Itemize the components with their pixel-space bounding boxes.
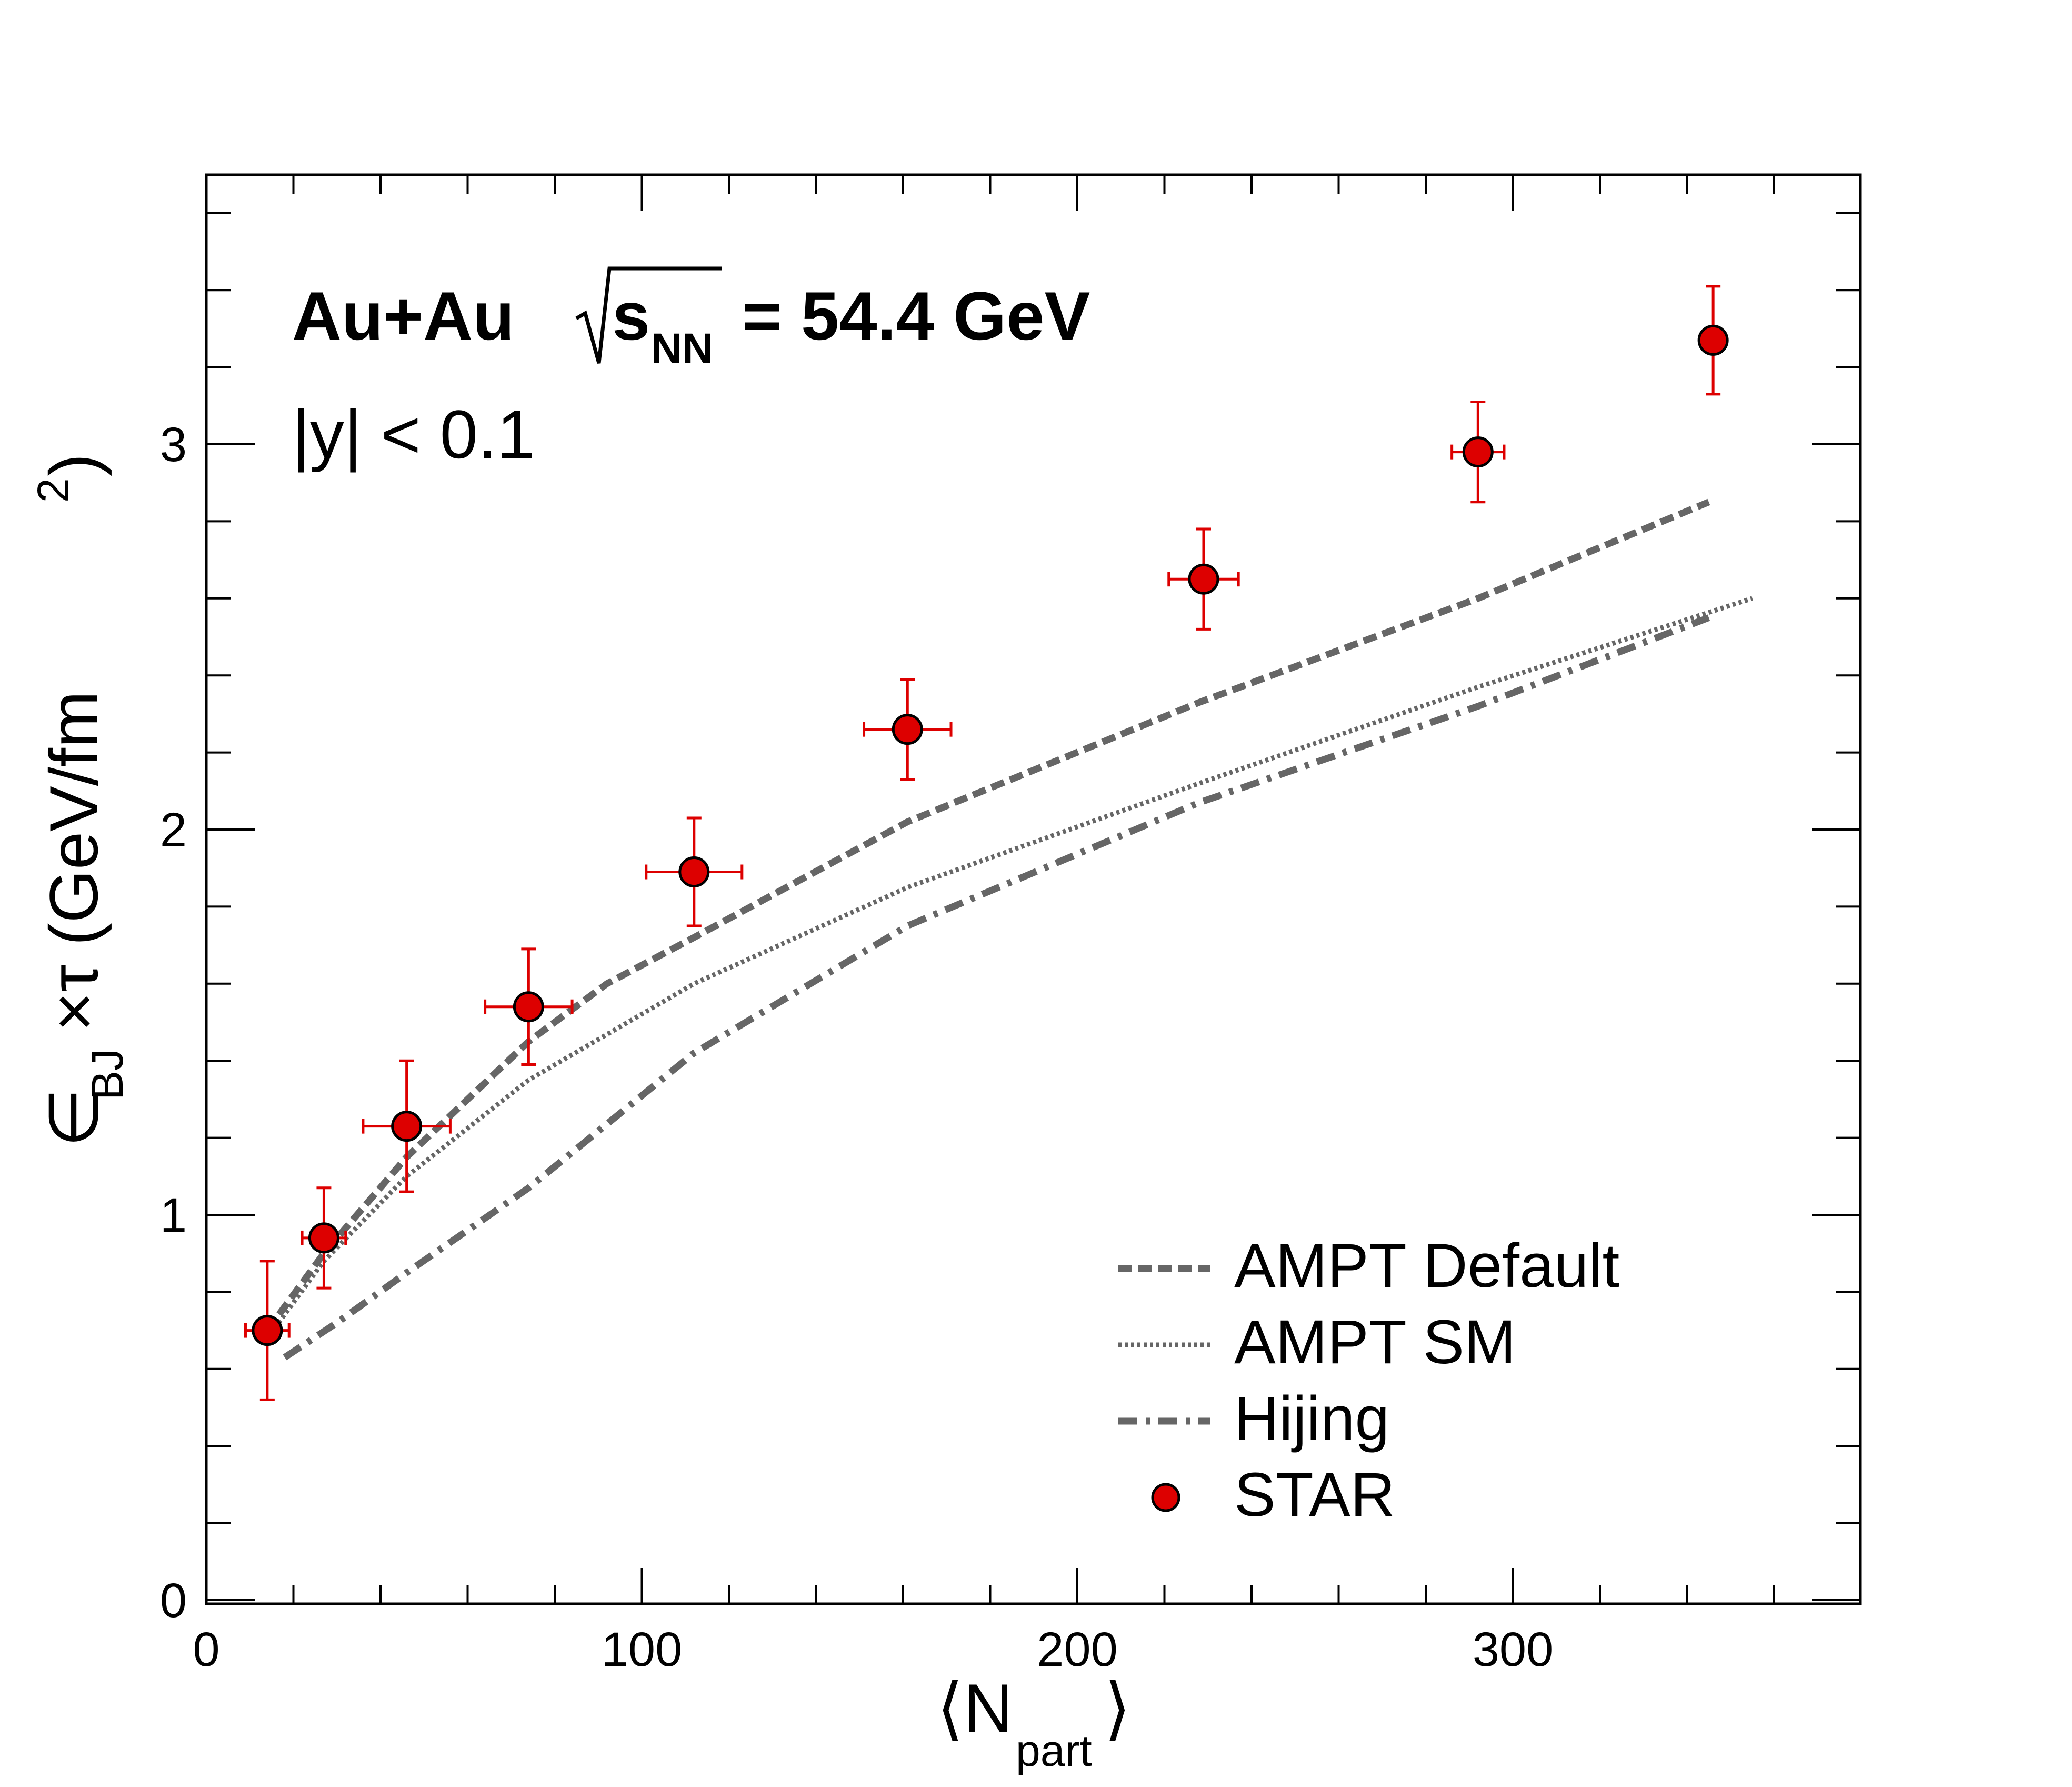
star-point bbox=[678, 856, 710, 888]
annotation-s: s bbox=[612, 277, 650, 354]
x-tick-label: 200 bbox=[1037, 1623, 1118, 1676]
star-point bbox=[308, 1222, 339, 1254]
tick-labels: 0 100 200 300 0 1 2 3 bbox=[160, 418, 1553, 1676]
y-axis-title: ∈ BJ ×τ (GeV/fm 2 ) bbox=[28, 454, 132, 1147]
star-points bbox=[244, 285, 1729, 1401]
star-point bbox=[1697, 324, 1729, 356]
y-tick-label: 2 bbox=[160, 803, 187, 857]
sqrt-sign bbox=[575, 266, 722, 364]
legend: AMPT Default AMPT SM Hijing STAR bbox=[1118, 1231, 1619, 1530]
x-axis-title-main: ⟨N bbox=[937, 1670, 1013, 1746]
x-tick-label: 300 bbox=[1473, 1623, 1554, 1676]
star-point bbox=[1188, 563, 1219, 595]
x-axis-title-close: ⟩ bbox=[1104, 1670, 1131, 1746]
star-point bbox=[391, 1111, 423, 1142]
axis-ticks bbox=[205, 175, 1860, 1604]
y-tick-label: 0 bbox=[160, 1574, 187, 1628]
y-axis-title-main: ∈ bbox=[35, 1088, 112, 1147]
y-tick-label: 1 bbox=[160, 1189, 187, 1242]
legend-label-ampt-default: AMPT Default bbox=[1234, 1231, 1619, 1301]
x-tick-label: 100 bbox=[602, 1623, 683, 1676]
x-axis-title-sub: part bbox=[1016, 1726, 1092, 1775]
annotation-energy: = 54.4 GeV bbox=[742, 277, 1090, 354]
y-axis-title-rest: ×τ (GeV/fm bbox=[35, 691, 112, 1032]
x-tick-label: 0 bbox=[193, 1623, 219, 1676]
legend-label-hijing: Hijing bbox=[1234, 1384, 1389, 1453]
line-ampt-default bbox=[264, 498, 1710, 1333]
y-axis-title-sub: BJ bbox=[83, 1049, 132, 1100]
star-point bbox=[892, 714, 923, 745]
annotation-s-sub: NN bbox=[651, 325, 713, 373]
legend-label-ampt-sm: AMPT SM bbox=[1234, 1307, 1516, 1377]
annotation-rapidity: |y| < 0.1 bbox=[292, 396, 535, 473]
legend-swatch-star bbox=[1151, 1483, 1180, 1512]
plot-frame bbox=[205, 173, 1862, 1605]
y-axis-title-sup: 2 bbox=[28, 478, 78, 503]
star-point bbox=[252, 1315, 283, 1346]
line-hijing bbox=[283, 614, 1710, 1361]
annotation-system: Au+Au bbox=[292, 277, 515, 354]
legend-label-star: STAR bbox=[1234, 1460, 1395, 1530]
star-point bbox=[1462, 436, 1494, 468]
star-point bbox=[513, 991, 544, 1023]
y-axis-title-close: ) bbox=[35, 454, 112, 476]
x-axis-title: ⟨N part ⟩ bbox=[937, 1670, 1131, 1775]
model-lines bbox=[264, 498, 1753, 1361]
y-tick-label: 3 bbox=[160, 418, 187, 472]
line-ampt-sm bbox=[265, 596, 1753, 1340]
